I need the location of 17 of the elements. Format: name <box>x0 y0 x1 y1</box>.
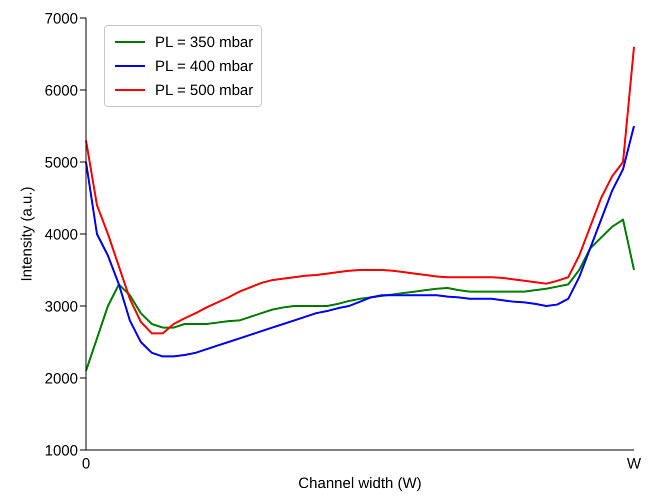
y-tick-label: 7000 <box>44 10 78 28</box>
x-tick-label: W <box>626 456 642 473</box>
legend-label: PL = 400 mbar <box>155 58 254 74</box>
x-axis-title: Channel width (W) <box>298 475 422 492</box>
legend-label: PL = 500 mbar <box>155 82 254 98</box>
y-tick-label: 1000 <box>44 442 78 460</box>
y-tick-label: 4000 <box>44 226 78 244</box>
x-tick-label: 0 <box>82 456 90 473</box>
legend-label: PL = 350 mbar <box>155 34 254 50</box>
line-series <box>85 46 635 334</box>
y-tick-label: 2000 <box>44 370 78 388</box>
line-series <box>85 218 635 372</box>
y-tick-label: 6000 <box>44 82 78 100</box>
y-axis-title: Intensity (a.u.) <box>18 186 36 282</box>
y-tick-label: 3000 <box>44 298 78 316</box>
line-series <box>85 125 635 358</box>
y-tick-label: 5000 <box>44 154 78 172</box>
